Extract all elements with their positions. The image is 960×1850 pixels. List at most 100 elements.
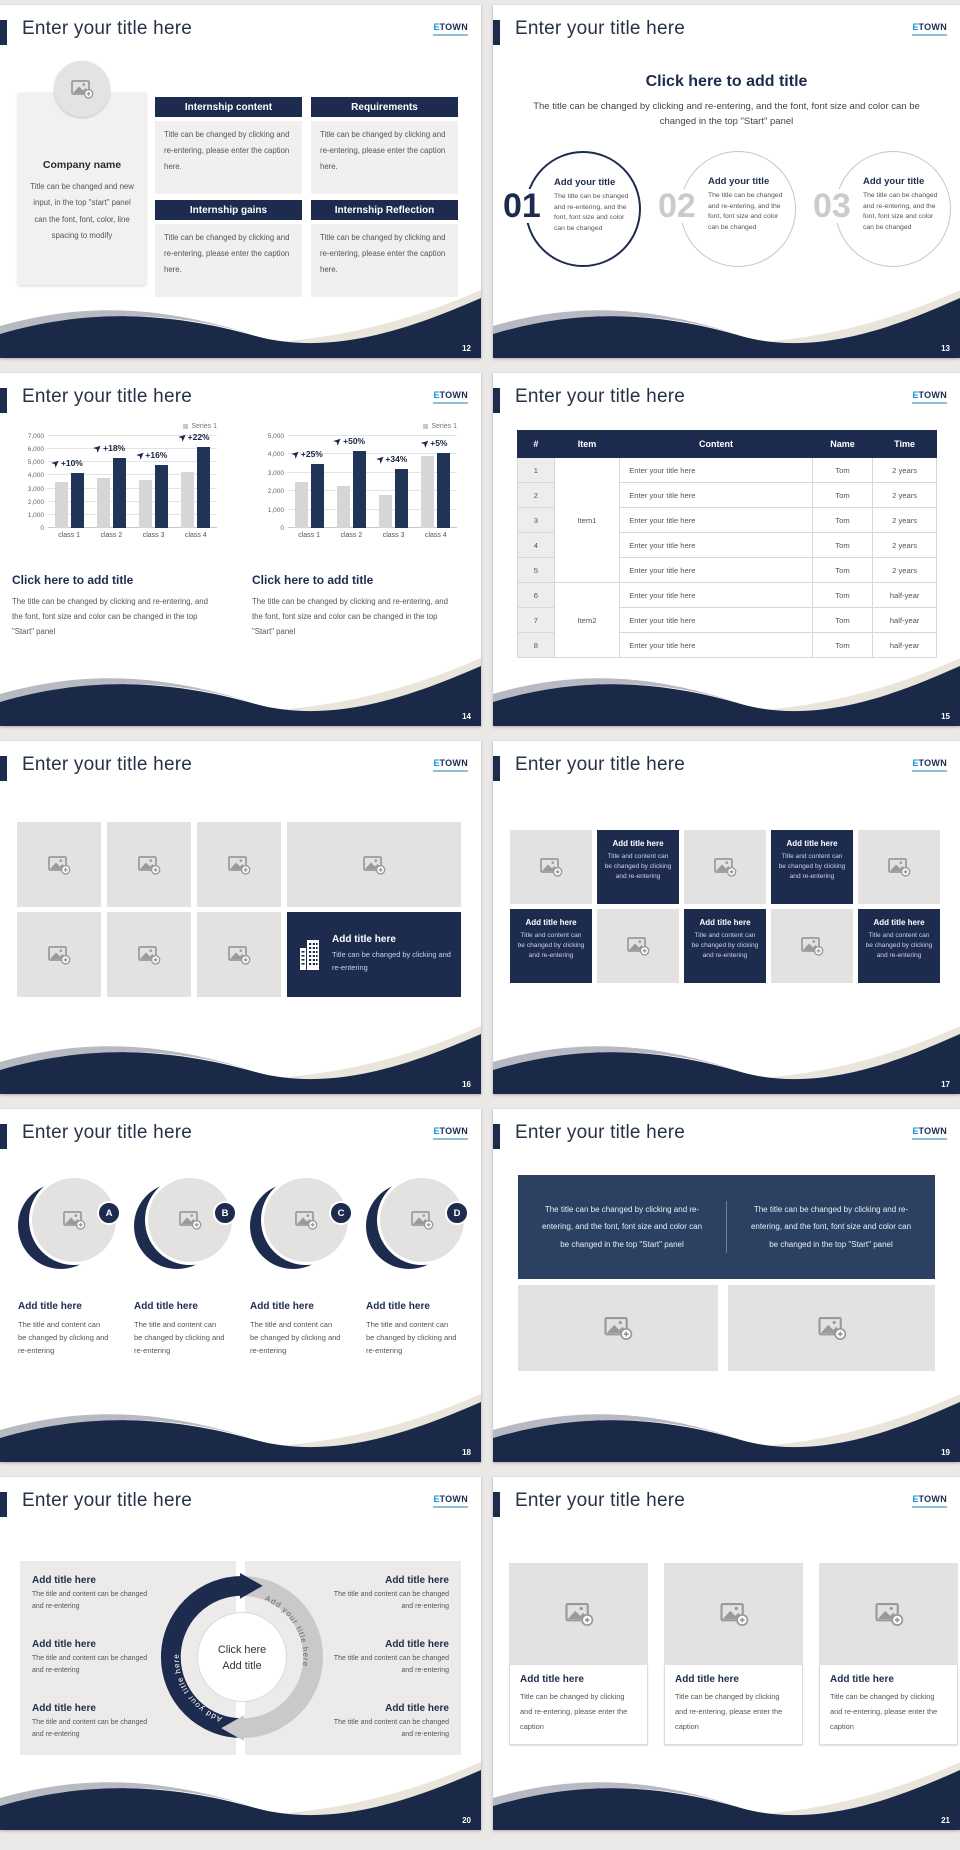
footer-wave — [0, 658, 481, 726]
slide-13-thumbnail[interactable]: Enter your title here ETOWN Click here t… — [493, 5, 960, 358]
item-title: Add title here — [32, 1575, 96, 1586]
wave-graphic — [0, 290, 481, 358]
item-body: The title can be changed and re-entering… — [863, 192, 938, 231]
title-bullet — [493, 388, 500, 413]
growth-arrow-icon: ➤ — [91, 442, 105, 455]
town-logo: ETOWN — [433, 759, 468, 772]
bar — [54, 482, 68, 528]
photo-placeholder — [597, 909, 679, 983]
gridline — [288, 471, 457, 473]
cell-name: Tom — [811, 632, 874, 658]
slide-header: Enter your title here ETOWN — [0, 1490, 481, 1526]
cell-num: 2 — [517, 482, 555, 508]
photo-placeholder — [17, 912, 101, 997]
box-title: Add title here — [873, 918, 925, 927]
bar — [437, 452, 451, 528]
col-header-time: Time — [872, 430, 937, 458]
town-logo: ETOWN — [912, 23, 947, 36]
caption-heading: Click here to add title — [12, 573, 134, 587]
list-item: Add title here The title and content can… — [32, 1575, 224, 1613]
image-placeholder-icon — [48, 945, 71, 965]
image-placeholder-icon — [874, 1602, 903, 1626]
bar — [379, 494, 393, 528]
wave-graphic — [0, 1762, 481, 1830]
cell-content: Enter your title here — [619, 632, 813, 658]
chart-caption-right: Click here to add title The title can be… — [252, 573, 457, 640]
content-title: Click here to add title — [645, 73, 808, 90]
legend-label: Series 1 — [191, 423, 217, 430]
section-caption: Title can be changed by clicking and re-… — [311, 121, 458, 194]
item-title: Add title here — [385, 1575, 449, 1586]
photo-placeholder — [728, 1285, 935, 1371]
list-item: Add title here The title and content can… — [321, 1703, 449, 1741]
gridline — [48, 461, 217, 463]
item-number: 01 — [501, 187, 543, 225]
item-title: Add your title — [554, 177, 616, 188]
image-placeholder-icon — [627, 937, 650, 956]
page-number: 18 — [462, 1448, 471, 1457]
cell-name: Tom — [811, 482, 874, 508]
page-number: 15 — [941, 712, 950, 721]
slide-title: Enter your title here — [22, 754, 193, 775]
bar — [139, 480, 153, 528]
slide-12-thumbnail[interactable]: Enter your title here ETOWN Company name… — [0, 5, 481, 358]
footer-wave — [493, 1026, 960, 1094]
cell-item-group: Item1 — [553, 457, 621, 583]
slide-16-thumbnail[interactable]: Enter your title here ETOWN — [0, 741, 481, 1094]
slide-18-thumbnail[interactable]: Enter your title here ETOWN A Add title … — [0, 1109, 481, 1462]
photo-placeholder — [509, 1563, 648, 1665]
title-bullet — [493, 1492, 500, 1517]
image-placeholder-icon — [138, 855, 161, 875]
slide-15-thumbnail[interactable]: Enter your title here ETOWN # Item Conte… — [493, 373, 960, 726]
slide-14-thumbnail[interactable]: Enter your title here ETOWN Series 1 0 1,0… — [0, 373, 481, 726]
box-body: Title and content can be changed by clic… — [691, 932, 759, 959]
image-placeholder-icon — [714, 858, 737, 877]
bar — [96, 478, 110, 528]
item-number: 02 — [656, 187, 698, 225]
cell-name: Tom — [811, 532, 874, 558]
panel-text-left: The title can be changed by clicking and… — [541, 1205, 703, 1249]
bar — [395, 469, 409, 528]
box-title: Add title here — [786, 839, 838, 848]
section-header: Internship Reflection — [311, 200, 458, 220]
photo-placeholder — [684, 830, 766, 904]
title-bullet — [0, 20, 7, 45]
item-title: Add your title — [708, 176, 770, 187]
box-title: Add title here — [612, 839, 664, 848]
wave-graphic — [493, 290, 960, 358]
slide-20-thumbnail[interactable]: Enter your title here ETOWN Add title he… — [0, 1477, 481, 1830]
circle-graphic: B — [134, 1175, 237, 1275]
x-axis-tick-label: class 2 — [340, 532, 363, 539]
letter-badge: B — [213, 1201, 237, 1225]
gridline — [48, 435, 217, 436]
item-body: The title and content can be changed and… — [32, 1655, 148, 1674]
caption-card: Add title here Title can be changed by c… — [664, 1563, 803, 1746]
panel-divider — [726, 1201, 727, 1253]
growth-label: ➤+50% — [331, 434, 366, 448]
item-title: Add title here — [385, 1639, 449, 1651]
y-axis-tick-label: 0 — [40, 525, 44, 532]
bar-groups: ➤+25% ➤+50% ➤+34% ➤+5% — [288, 434, 457, 528]
title-bullet — [0, 388, 7, 413]
caption-card: Add title here Title can be changed by c… — [819, 1563, 958, 1746]
slide-header: Enter your title here ETOWN — [0, 754, 481, 790]
card-body: Title can be changed by clicking and re-… — [830, 1692, 938, 1731]
slide-21-thumbnail[interactable]: Enter your title here ETOWN Add title he… — [493, 1477, 960, 1830]
image-placeholder-icon — [540, 858, 563, 877]
growth-label: ➤+34% — [374, 453, 408, 466]
section-caption: Title can be changed by clicking and re-… — [311, 224, 458, 297]
photo-placeholder — [17, 822, 101, 907]
page-number: 21 — [941, 1816, 950, 1825]
growth-arrow-icon: ➤ — [418, 436, 432, 449]
col-header-num: # — [517, 430, 555, 458]
slide-header: Enter your title here ETOWN — [493, 754, 960, 790]
slide-17-thumbnail[interactable]: Enter your title here ETOWN Add title he… — [493, 741, 960, 1094]
text-box: Add title here Title and content can be … — [684, 909, 766, 983]
item-title: Add title here — [32, 1639, 96, 1651]
arrowhead-navy — [240, 1573, 263, 1599]
photo-placeholder — [819, 1563, 958, 1665]
growth-label: ➤+22% — [176, 430, 210, 443]
y-axis-tick-label: 7,000 — [27, 433, 44, 440]
slide-19-thumbnail[interactable]: Enter your title here ETOWN The title ca… — [493, 1109, 960, 1462]
building-icon — [300, 939, 319, 970]
